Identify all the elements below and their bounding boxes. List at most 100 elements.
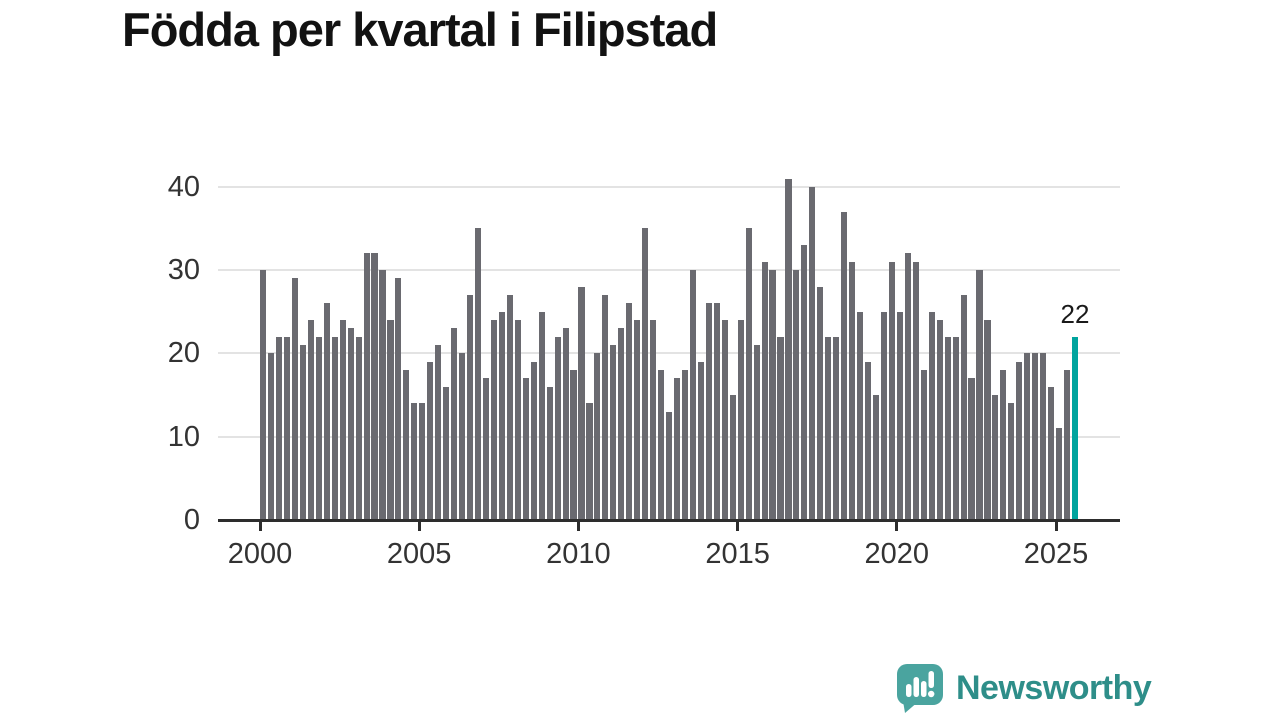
bar: [586, 403, 593, 520]
bar: [435, 345, 442, 520]
bar: [427, 361, 434, 520]
newsworthy-logo-icon: [897, 664, 943, 713]
bar: [634, 320, 641, 520]
newsworthy-logo-text: Newsworthy: [956, 668, 1152, 707]
bar: [275, 336, 283, 520]
bar: [785, 178, 792, 520]
bar: [283, 336, 291, 520]
bar: [857, 311, 864, 521]
bar: [419, 403, 426, 520]
bar: [1008, 403, 1015, 520]
bar: [570, 370, 577, 520]
bar: [610, 345, 617, 520]
bar: [849, 261, 856, 520]
bar: [912, 261, 919, 520]
bar: [331, 336, 338, 520]
bar: [896, 311, 903, 521]
bar: [355, 336, 362, 520]
bar: [1056, 428, 1063, 520]
bar: [809, 186, 816, 520]
bar: [769, 270, 776, 520]
bar: [498, 311, 505, 521]
x-axis-tick-label: 2010: [546, 538, 611, 570]
bar: [825, 336, 832, 520]
bar: [482, 378, 490, 520]
bar: [729, 395, 736, 521]
bar: [451, 328, 458, 520]
bar: [411, 403, 418, 520]
bar: [1000, 370, 1007, 520]
x-axis-tick-mark: [1054, 522, 1058, 531]
bar: [920, 370, 927, 520]
bar: [403, 370, 410, 520]
bar: [888, 261, 895, 520]
bar: [705, 303, 712, 520]
bar: [697, 361, 704, 520]
bar: [490, 320, 497, 520]
gridline-y-30: [218, 269, 1120, 272]
bar: [904, 253, 911, 520]
bar: [976, 270, 983, 520]
y-axis-tick-label: 30: [167, 254, 200, 287]
bar: [960, 295, 967, 520]
bar: [777, 336, 784, 520]
bar: [865, 361, 872, 520]
bar: [538, 311, 545, 521]
bar: [363, 253, 370, 520]
bar: [626, 303, 633, 520]
bar: [395, 278, 402, 520]
bar: [562, 328, 569, 520]
bar: [530, 361, 537, 520]
bar: [992, 395, 999, 521]
bar: [713, 303, 720, 520]
x-axis-tick-label: 2020: [864, 538, 930, 570]
bar: [817, 286, 824, 520]
bar: [387, 320, 394, 520]
bar: [944, 336, 951, 520]
bar: [721, 320, 728, 520]
bar: [371, 253, 378, 520]
bar: [793, 270, 800, 520]
bar: [323, 303, 330, 520]
bar: [833, 336, 840, 520]
bar: [737, 320, 744, 520]
bar: [666, 411, 673, 520]
bar: [753, 345, 760, 520]
x-axis-tick-label: 2025: [1023, 538, 1089, 570]
bar: [602, 295, 609, 520]
x-axis-tick-label: 2015: [705, 538, 770, 570]
x-axis-tick-mark: [736, 522, 740, 531]
bar: [514, 320, 521, 520]
bar: [1016, 361, 1023, 520]
bar: [880, 311, 888, 521]
bar: [952, 336, 959, 520]
bar: [1048, 386, 1055, 520]
bar: [936, 320, 943, 520]
bar: [658, 370, 665, 520]
bar: [347, 328, 354, 520]
bar: [260, 270, 267, 520]
x-axis-tick-mark: [576, 522, 580, 531]
y-axis-tick-label: 10: [167, 420, 200, 453]
x-axis-tick-mark: [417, 522, 421, 531]
x-axis-tick-mark: [895, 522, 899, 531]
bar: [761, 261, 768, 520]
bar: [984, 320, 991, 520]
bar: [928, 311, 935, 521]
bar: [681, 370, 689, 520]
highlighted-bar: [1071, 336, 1079, 520]
bar: [554, 336, 561, 520]
chart-title: Födda per kvartal i Filipstad: [122, 3, 718, 56]
bar: [268, 353, 275, 520]
bar: [299, 345, 306, 520]
bar: [594, 353, 601, 520]
gridline-y-40: [218, 185, 1120, 188]
bar: [467, 295, 474, 520]
bar: [315, 336, 322, 520]
x-axis-tick-mark: [258, 522, 262, 531]
bar: [618, 328, 625, 520]
bar: [673, 378, 681, 520]
y-axis-tick-label: 40: [167, 170, 200, 203]
